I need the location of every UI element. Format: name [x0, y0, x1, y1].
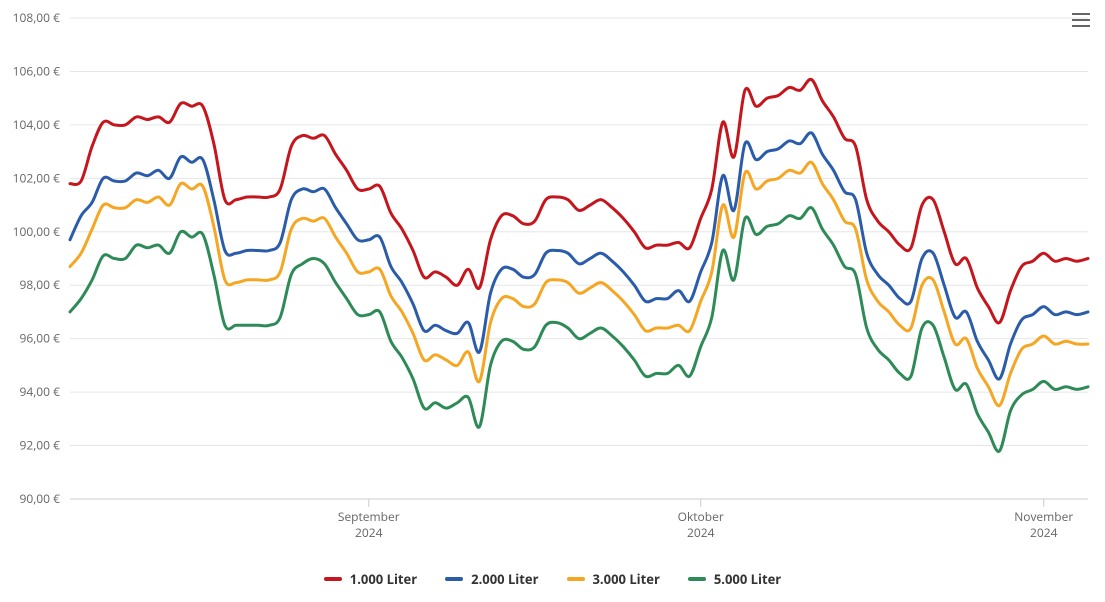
x-tick-label: Oktober [678, 508, 724, 525]
x-tick-sublabel: 2024 [1030, 524, 1058, 541]
legend-swatch [567, 577, 585, 581]
y-tick-label: 100,00 € [13, 223, 61, 240]
y-tick-label: 92,00 € [19, 437, 60, 454]
y-tick-label: 108,00 € [13, 9, 61, 26]
x-tick-label: November [1014, 508, 1073, 525]
legend: 1.000 Liter 2.000 Liter 3.000 Liter 5.000 L… [0, 567, 1105, 588]
y-tick-label: 102,00 € [13, 169, 61, 186]
legend-item-3[interactable]: 5.000 Liter [688, 570, 781, 588]
y-tick-label: 98,00 € [19, 276, 60, 293]
chart-menu-icon[interactable] [1069, 8, 1093, 32]
legend-swatch [324, 577, 342, 581]
chart-canvas: 90,00 € 92,00 € 94,00 € 96,00 € 98,00 € 100,0… [0, 0, 1105, 602]
y-tick-label: 94,00 € [19, 383, 60, 400]
series-line-2[interactable] [70, 162, 1088, 406]
y-tick-label: 90,00 € [19, 490, 60, 507]
y-tick-label: 104,00 € [13, 116, 61, 133]
legend-item-0[interactable]: 1.000 Liter [324, 570, 417, 588]
y-tick-label: 96,00 € [19, 330, 60, 347]
legend-label: 3.000 Liter [593, 570, 660, 588]
x-tick-sublabel: 2024 [355, 524, 383, 541]
legend-swatch [445, 577, 463, 581]
x-tick-label: September [338, 508, 400, 525]
line-chart: 90,00 € 92,00 € 94,00 € 96,00 € 98,00 € 100,0… [0, 0, 1105, 602]
x-tick-sublabel: 2024 [687, 524, 715, 541]
legend-label: 5.000 Liter [714, 570, 781, 588]
series-line-1[interactable] [70, 133, 1088, 379]
y-tick-label: 106,00 € [13, 62, 61, 79]
legend-label: 1.000 Liter [350, 570, 417, 588]
legend-swatch [688, 577, 706, 581]
legend-item-2[interactable]: 3.000 Liter [567, 570, 660, 588]
legend-label: 2.000 Liter [471, 570, 538, 588]
legend-item-1[interactable]: 2.000 Liter [445, 570, 538, 588]
